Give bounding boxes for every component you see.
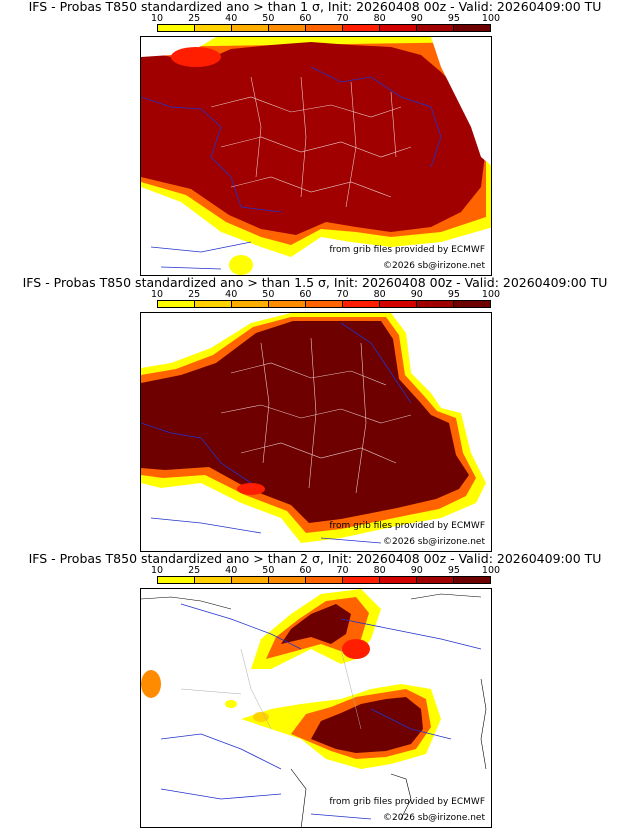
colorbar-segment — [195, 301, 232, 307]
colorbar-tick-label: 50 — [262, 565, 275, 576]
colorbar-segment — [158, 301, 195, 307]
panel-title: IFS - Probas T850 standardized ano > tha… — [22, 275, 608, 290]
colorbar-segment — [269, 301, 306, 307]
colorbar-tick-label: 25 — [188, 565, 201, 576]
colorbar-tick-label: 90 — [410, 289, 423, 300]
copyright: ©2026 sb@irizone.net — [383, 537, 485, 547]
colorbar-tick-label: 95 — [447, 289, 460, 300]
colorbar-segment — [306, 25, 343, 31]
panel-title: IFS - Probas T850 standardized ano > tha… — [28, 0, 602, 14]
colorbar-tick-label: 10 — [150, 565, 164, 576]
probability-map: from grib files provided by ECMWF ©2026 … — [140, 312, 492, 552]
colorbar-tick-label: 90 — [410, 565, 423, 576]
map-panel-1-5sigma: IFS - Probas T850 standardized ano > tha… — [0, 276, 630, 552]
colorbar-tick-label: 80 — [373, 565, 386, 576]
colorbar-tick-label: 95 — [447, 565, 460, 576]
colorbar-tick-label: 80 — [373, 289, 386, 300]
colorbar-tick-label: 60 — [299, 13, 312, 24]
colorbar-tick-label: 25 — [188, 13, 201, 24]
colorbar-tick-label: 10 — [150, 13, 164, 24]
colorbar-segment — [269, 25, 306, 31]
colorbar-segment — [158, 577, 195, 583]
colorbar-tick-label: 70 — [336, 289, 349, 300]
colorbar-tick-label: 50 — [262, 13, 275, 24]
colorbar-tick-label: 80 — [373, 13, 386, 24]
colorbar-segment — [158, 25, 195, 31]
map-panel-1sigma: IFS - Probas T850 standardized ano > tha… — [0, 0, 630, 276]
colorbar-tick-label: 60 — [299, 565, 312, 576]
data-credit: from grib files provided by ECMWF — [329, 521, 485, 531]
copyright: ©2026 sb@irizone.net — [383, 261, 485, 271]
colorbar-segment — [195, 25, 232, 31]
map-panel-2sigma: IFS - Probas T850 standardized ano > tha… — [0, 552, 630, 828]
colorbar-tick-label: 40 — [225, 565, 238, 576]
colorbar-segment — [417, 25, 454, 31]
data-credit: from grib files provided by ECMWF — [329, 245, 485, 255]
colorbar-segment — [417, 577, 454, 583]
colorbar-segment — [454, 301, 490, 307]
colorbar-segment — [380, 301, 417, 307]
colorbar-ticks: 10 25 40 50 60 70 80 90 95 100 — [151, 13, 500, 24]
probability-map: from grib files provided by ECMWF ©2026 … — [140, 36, 492, 276]
colorbar-segment — [380, 577, 417, 583]
colorbar-tick-label: 50 — [262, 289, 275, 300]
colorbar-segment — [343, 577, 380, 583]
probability-map: from grib files provided by ECMWF ©2026 … — [140, 588, 492, 828]
colorbar-segment — [306, 301, 343, 307]
colorbar-segment — [454, 25, 490, 31]
colorbar-tick-label: 10 — [150, 289, 164, 300]
colorbar-tick-label: 25 — [188, 289, 201, 300]
colorbar-tick-label: 100 — [481, 289, 501, 300]
colorbar-segment — [343, 25, 380, 31]
colorbar-segment — [380, 25, 417, 31]
colorbar-tick-label: 60 — [299, 289, 312, 300]
colorbar-segment — [454, 577, 490, 583]
colorbar-tick-label: 100 — [481, 565, 501, 576]
colorbar-segment — [232, 25, 269, 31]
colorbar-segment — [417, 301, 454, 307]
colorbar-segment — [232, 577, 269, 583]
colorbar-segment — [195, 577, 232, 583]
colorbar-tick-label: 70 — [336, 565, 349, 576]
colorbar-segment — [306, 577, 343, 583]
panel-title: IFS - Probas T850 standardized ano > tha… — [28, 551, 602, 566]
colorbar-ticks: 10 25 40 50 60 70 80 90 95 100 — [151, 289, 500, 300]
copyright: ©2026 sb@irizone.net — [383, 813, 485, 823]
colorbar-segment — [232, 301, 269, 307]
colorbar-tick-label: 40 — [225, 289, 238, 300]
colorbar — [157, 300, 491, 308]
colorbar-segment — [343, 301, 380, 307]
colorbar-tick-label: 40 — [225, 13, 238, 24]
colorbar-ticks: 10 25 40 50 60 70 80 90 95 100 — [151, 565, 500, 576]
colorbar-tick-label: 100 — [481, 13, 501, 24]
colorbar-tick-label: 70 — [336, 13, 349, 24]
colorbar-tick-label: 90 — [410, 13, 423, 24]
data-credit: from grib files provided by ECMWF — [329, 797, 485, 807]
colorbar — [157, 24, 491, 32]
colorbar — [157, 576, 491, 584]
colorbar-tick-label: 95 — [447, 13, 460, 24]
colorbar-segment — [269, 577, 306, 583]
